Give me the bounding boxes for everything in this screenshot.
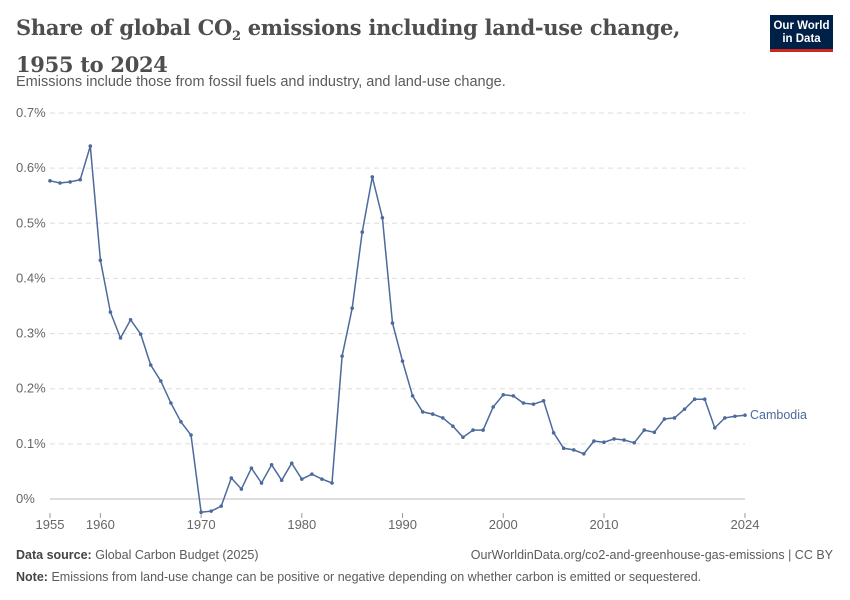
data-point bbox=[390, 321, 395, 325]
data-point bbox=[169, 401, 173, 405]
data-point bbox=[68, 180, 72, 184]
data-point bbox=[612, 437, 616, 441]
data-point bbox=[219, 504, 224, 508]
x-tick-label: 1990 bbox=[388, 517, 417, 532]
data-point bbox=[289, 461, 294, 465]
data-point bbox=[249, 466, 254, 470]
owid-logo[interactable]: Our World in Data bbox=[770, 15, 833, 52]
chart-subtitle: Emissions include those from fossil fuel… bbox=[16, 74, 506, 90]
data-point bbox=[632, 440, 637, 445]
data-point bbox=[571, 448, 576, 452]
data-point bbox=[471, 428, 475, 432]
data-point bbox=[340, 354, 344, 358]
x-tick-label: 1980 bbox=[287, 517, 316, 532]
data-point bbox=[420, 410, 425, 414]
x-tick-label: 1955 bbox=[36, 517, 65, 532]
data-point bbox=[682, 407, 687, 411]
data-point bbox=[582, 451, 586, 456]
data-point bbox=[259, 481, 264, 485]
x-tick-label: 2000 bbox=[489, 517, 518, 532]
data-point bbox=[78, 177, 83, 182]
data-point bbox=[300, 477, 304, 481]
data-point bbox=[672, 416, 677, 420]
data-point bbox=[48, 179, 52, 183]
y-tick-label: 0.5% bbox=[16, 215, 46, 230]
y-tick-label: 0.1% bbox=[16, 436, 46, 451]
chart-title: Share of global CO2 emissions including … bbox=[16, 15, 681, 78]
data-point bbox=[330, 481, 334, 485]
data-point bbox=[692, 397, 697, 401]
data-point bbox=[430, 412, 435, 416]
y-tick-label: 0.2% bbox=[16, 381, 46, 396]
y-tick-label: 0.6% bbox=[16, 160, 46, 175]
y-tick-label: 0% bbox=[16, 491, 35, 506]
data-point bbox=[531, 402, 536, 406]
data-point bbox=[108, 310, 113, 314]
data-source: Data source: Global Carbon Budget (2025) bbox=[16, 548, 259, 562]
data-point bbox=[702, 397, 707, 401]
data-point bbox=[652, 430, 657, 435]
data-point bbox=[310, 472, 314, 476]
data-point bbox=[158, 379, 163, 383]
data-point bbox=[320, 477, 324, 481]
data-point bbox=[441, 416, 445, 420]
data-point bbox=[350, 306, 354, 311]
data-point bbox=[88, 144, 93, 148]
x-tick-label: 1960 bbox=[86, 517, 115, 532]
data-point bbox=[360, 230, 365, 234]
x-tick-label: 1970 bbox=[187, 517, 216, 532]
y-tick-label: 0.4% bbox=[16, 270, 46, 285]
x-tick-label: 2010 bbox=[590, 517, 619, 532]
data-point bbox=[712, 426, 717, 430]
data-point bbox=[239, 487, 244, 491]
y-tick-label: 0.7% bbox=[16, 105, 46, 120]
data-point bbox=[189, 433, 193, 437]
data-point bbox=[461, 435, 465, 440]
data-point bbox=[98, 258, 103, 263]
source-url[interactable]: OurWorldinData.org/co2-and-greenhouse-ga… bbox=[470, 548, 833, 562]
data-point bbox=[118, 336, 123, 340]
data-point bbox=[138, 332, 143, 336]
data-point bbox=[743, 413, 747, 417]
data-point bbox=[511, 394, 516, 398]
data-point bbox=[229, 476, 234, 480]
data-point bbox=[410, 394, 415, 398]
data-point bbox=[58, 181, 62, 185]
data-point bbox=[602, 440, 606, 445]
series-label: Cambodia bbox=[750, 408, 807, 422]
note: Note: Emissions from land-use change can… bbox=[16, 570, 702, 584]
data-point bbox=[642, 428, 647, 432]
data-point bbox=[370, 175, 375, 179]
data-point bbox=[400, 359, 405, 363]
data-point bbox=[561, 446, 566, 451]
data-point bbox=[179, 420, 183, 424]
data-point bbox=[209, 509, 213, 513]
data-point bbox=[491, 405, 495, 409]
data-point bbox=[723, 416, 727, 420]
data-point bbox=[279, 478, 284, 483]
x-tick-label: 2024 bbox=[731, 517, 760, 532]
data-point bbox=[541, 399, 546, 403]
data-point bbox=[551, 431, 556, 435]
data-point bbox=[501, 392, 506, 397]
data-point bbox=[481, 428, 485, 432]
data-point bbox=[451, 424, 455, 429]
data-point bbox=[148, 363, 153, 367]
data-point bbox=[199, 510, 203, 515]
data-point bbox=[521, 401, 526, 405]
data-point bbox=[592, 439, 596, 443]
data-point bbox=[380, 215, 385, 220]
data-point bbox=[622, 438, 626, 442]
y-tick-label: 0.3% bbox=[16, 326, 46, 341]
data-point bbox=[269, 463, 274, 467]
series-line bbox=[49, 145, 746, 514]
data-point bbox=[733, 414, 737, 419]
data-point bbox=[128, 317, 133, 322]
data-point bbox=[662, 417, 667, 421]
